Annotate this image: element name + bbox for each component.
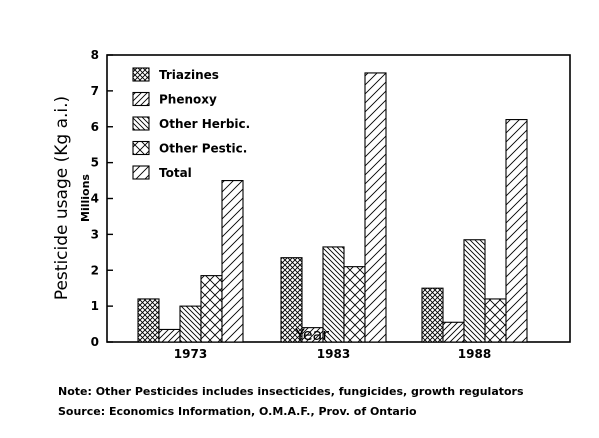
legend-label: Total — [159, 166, 192, 180]
y-axis-label: Pesticide usage (Kg a.i.) — [52, 96, 72, 300]
bar-other-herbic-1988 — [463, 239, 486, 343]
y-tick-label: 8 — [91, 48, 99, 62]
y-axis-unit-label: Millions — [79, 174, 92, 222]
y-tick-label: 6 — [91, 120, 99, 134]
bar-phenoxy-1988 — [442, 321, 465, 343]
bar-triazines-1988 — [421, 287, 444, 343]
source-text: Source: Economics Information, O.M.A.F.,… — [58, 405, 417, 418]
y-tick-label: 3 — [91, 227, 99, 241]
legend-label: Triazines — [159, 68, 219, 82]
y-tick-label: 1 — [91, 299, 99, 313]
bar-total-1983 — [364, 72, 387, 343]
x-tick-label: 1983 — [317, 347, 350, 361]
bar-phenoxy-1973 — [158, 328, 181, 343]
y-tick-label: 4 — [91, 192, 99, 206]
y-tick-label: 7 — [91, 84, 99, 98]
y-tick-label: 0 — [91, 335, 99, 349]
bar-total-1988 — [505, 119, 528, 343]
legend-swatch — [132, 67, 150, 82]
bar-other-pestic-1973 — [200, 275, 223, 343]
legend-label: Phenoxy — [159, 93, 217, 107]
bar-triazines-1973 — [137, 298, 160, 343]
legend-swatch — [132, 165, 150, 180]
bar-other-herbic-1973 — [179, 305, 202, 343]
x-axis-label: Year — [294, 325, 329, 344]
legend-swatch — [132, 140, 150, 156]
note-text: Note: Other Pesticides includes insectic… — [58, 385, 524, 398]
legend-swatch — [132, 116, 150, 131]
x-tick-label: 1988 — [458, 347, 491, 361]
bar-triazines-1983 — [280, 257, 303, 343]
bar-total-1973 — [221, 180, 244, 343]
legend-label: Other Pestic. — [159, 142, 247, 156]
bar-other-pestic-1988 — [484, 298, 507, 343]
bar-other-pestic-1983 — [343, 266, 366, 343]
y-tick-label: 2 — [91, 263, 99, 277]
x-tick-label: 1973 — [174, 347, 207, 361]
legend-swatch — [132, 91, 150, 107]
y-tick-label: 5 — [91, 156, 99, 170]
legend-label: Other Herbic. — [159, 117, 250, 131]
